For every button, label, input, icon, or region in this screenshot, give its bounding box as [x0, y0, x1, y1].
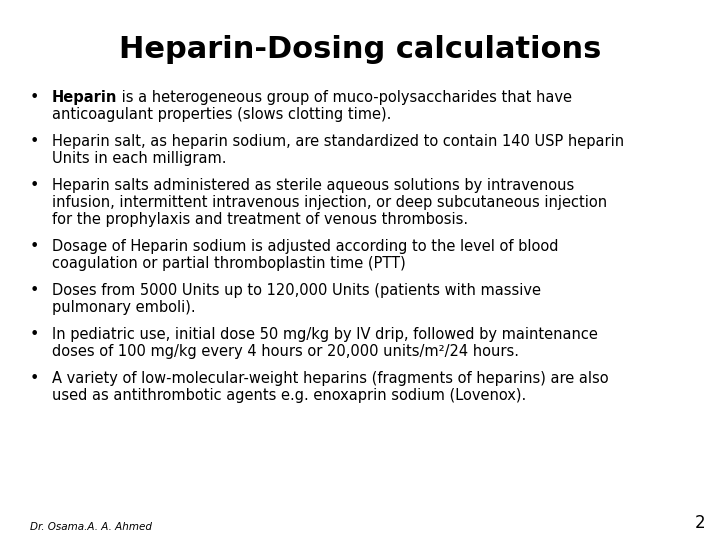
Text: •: • — [30, 90, 40, 105]
Text: •: • — [30, 134, 40, 149]
Text: Heparin salts administered as sterile aqueous solutions by intravenous: Heparin salts administered as sterile aq… — [52, 178, 575, 193]
Text: is a heterogeneous group of muco-polysaccharides that have: is a heterogeneous group of muco-polysac… — [117, 90, 572, 105]
Text: Units in each milligram.: Units in each milligram. — [52, 151, 227, 166]
Text: for the prophylaxis and treatment of venous thrombosis.: for the prophylaxis and treatment of ven… — [52, 212, 468, 227]
Text: Dosage of Heparin sodium is adjusted according to the level of blood: Dosage of Heparin sodium is adjusted acc… — [52, 239, 559, 254]
Text: doses of 100 mg/kg every 4 hours or 20,000 units/m²/24 hours.: doses of 100 mg/kg every 4 hours or 20,0… — [52, 344, 519, 359]
Text: coagulation or partial thromboplastin time (PTT): coagulation or partial thromboplastin ti… — [52, 256, 406, 271]
Text: •: • — [30, 327, 40, 342]
Text: Dr. Osama.A. A. Ahmed: Dr. Osama.A. A. Ahmed — [30, 522, 152, 532]
Text: •: • — [30, 178, 40, 193]
Text: anticoagulant properties (slows clotting time).: anticoagulant properties (slows clotting… — [52, 107, 392, 122]
Text: used as antithrombotic agents e.g. enoxaprin sodium (Lovenox).: used as antithrombotic agents e.g. enoxa… — [52, 388, 526, 403]
Text: •: • — [30, 371, 40, 386]
Text: Doses from 5000 Units up to 120,000 Units (patients with massive: Doses from 5000 Units up to 120,000 Unit… — [52, 283, 541, 298]
Text: In pediatric use, initial dose 50 mg/kg by IV drip, followed by maintenance: In pediatric use, initial dose 50 mg/kg … — [52, 327, 598, 342]
Text: Heparin salt, as heparin sodium, are standardized to contain 140 USP heparin: Heparin salt, as heparin sodium, are sta… — [52, 134, 624, 149]
Text: 2: 2 — [694, 514, 705, 532]
Text: A variety of low-molecular-weight heparins (fragments of heparins) are also: A variety of low-molecular-weight hepari… — [52, 371, 608, 386]
Text: pulmonary emboli).: pulmonary emboli). — [52, 300, 196, 315]
Text: Heparin-Dosing calculations: Heparin-Dosing calculations — [119, 35, 601, 64]
Text: Heparin: Heparin — [52, 90, 117, 105]
Text: •: • — [30, 239, 40, 254]
Text: infusion, intermittent intravenous injection, or deep subcutaneous injection: infusion, intermittent intravenous injec… — [52, 195, 607, 210]
Text: •: • — [30, 283, 40, 298]
